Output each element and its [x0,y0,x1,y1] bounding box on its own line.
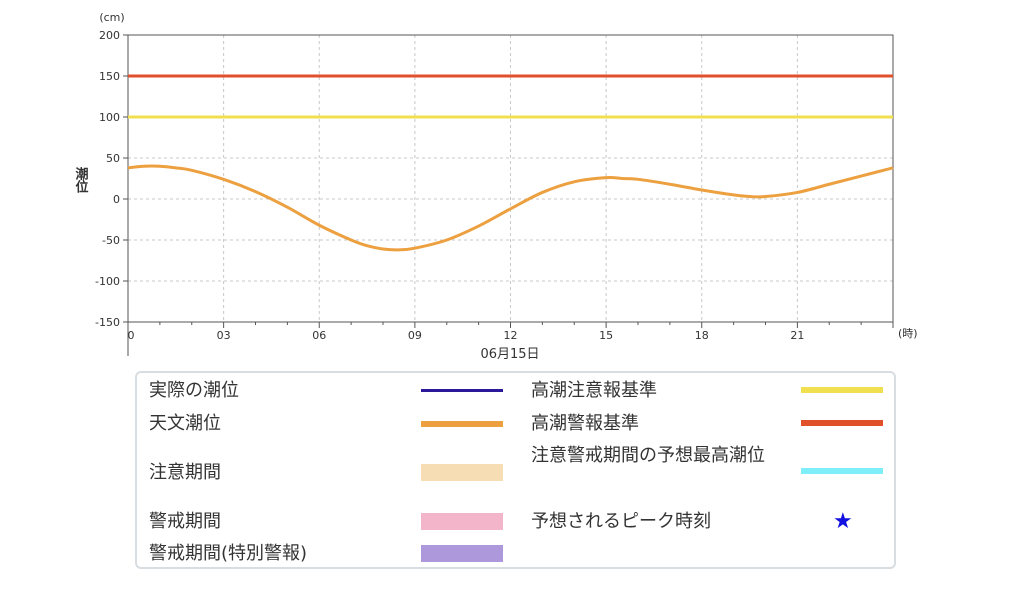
y-tick-label: -150 [95,316,120,329]
y-tick-label: 150 [99,70,120,83]
legend: 実際の潮位 天文潮位 注意期間 警戒期間 警戒期間(特別警報) 高潮注意報基準 … [135,371,896,569]
series-lines [127,164,894,252]
legend-swatch-forecast-max [801,468,883,474]
legend-swatch-astro-tide [421,421,503,427]
y-tick-label: 50 [106,152,120,165]
x-unit-label: (時) [898,327,918,340]
legend-label-forecast-max: 注意警戒期間の予想最高潮位 [531,445,765,466]
legend-label-caution-period: 注意期間 [149,462,221,483]
y-tick-label: -100 [95,275,120,288]
legend-swatch-actual-tide [421,389,503,392]
legend-label-warning-level: 高潮警報基準 [531,413,639,434]
legend-swatch-warning-period [421,513,503,530]
legend-label-astro-tide: 天文潮位 [149,413,221,434]
y-tick-label: 100 [99,111,120,124]
x-tick-label: 06 [312,329,326,342]
star-icon: ★ [833,509,853,534]
x-tick-label: 12 [504,329,518,342]
y-tick-label: -50 [102,234,120,247]
x-tick-label: 15 [599,329,613,342]
x-tick-label: 03 [217,329,231,342]
x-axis-ticks: 0 03 06 09 12 15 18 21 [127,322,894,342]
y-tick-label: 200 [99,29,120,42]
threshold-lines [128,74,893,119]
x-tick-label: 18 [695,329,709,342]
x-tick-label: 09 [408,329,422,342]
series-line [127,164,894,252]
x-tick-label: 21 [790,329,804,342]
legend-swatch-advisory-level [801,387,883,393]
x-tick-label: 0 [128,329,135,342]
legend-label-warning-period: 警戒期間 [149,511,221,532]
legend-label-advisory-level: 高潮注意報基準 [531,380,657,401]
y-tick-label: 0 [113,193,120,206]
grid [128,34,893,323]
legend-swatch-warning-level [801,420,883,426]
y-axis-title: 潮位 [73,166,89,194]
date-label: 06月15日 [480,347,539,362]
y-axis-ticks: 200 150 100 50 0 -50 -100 -150 [95,29,128,329]
legend-swatch-special-period [421,545,503,562]
legend-label-peak-time: 予想されるピーク時刻 [531,511,711,532]
legend-label-actual-tide: 実際の潮位 [149,380,239,401]
y-unit-label: (cm) [99,11,124,24]
legend-label-special-period: 警戒期間(特別警報) [149,543,308,564]
legend-swatch-caution-period [421,464,503,481]
